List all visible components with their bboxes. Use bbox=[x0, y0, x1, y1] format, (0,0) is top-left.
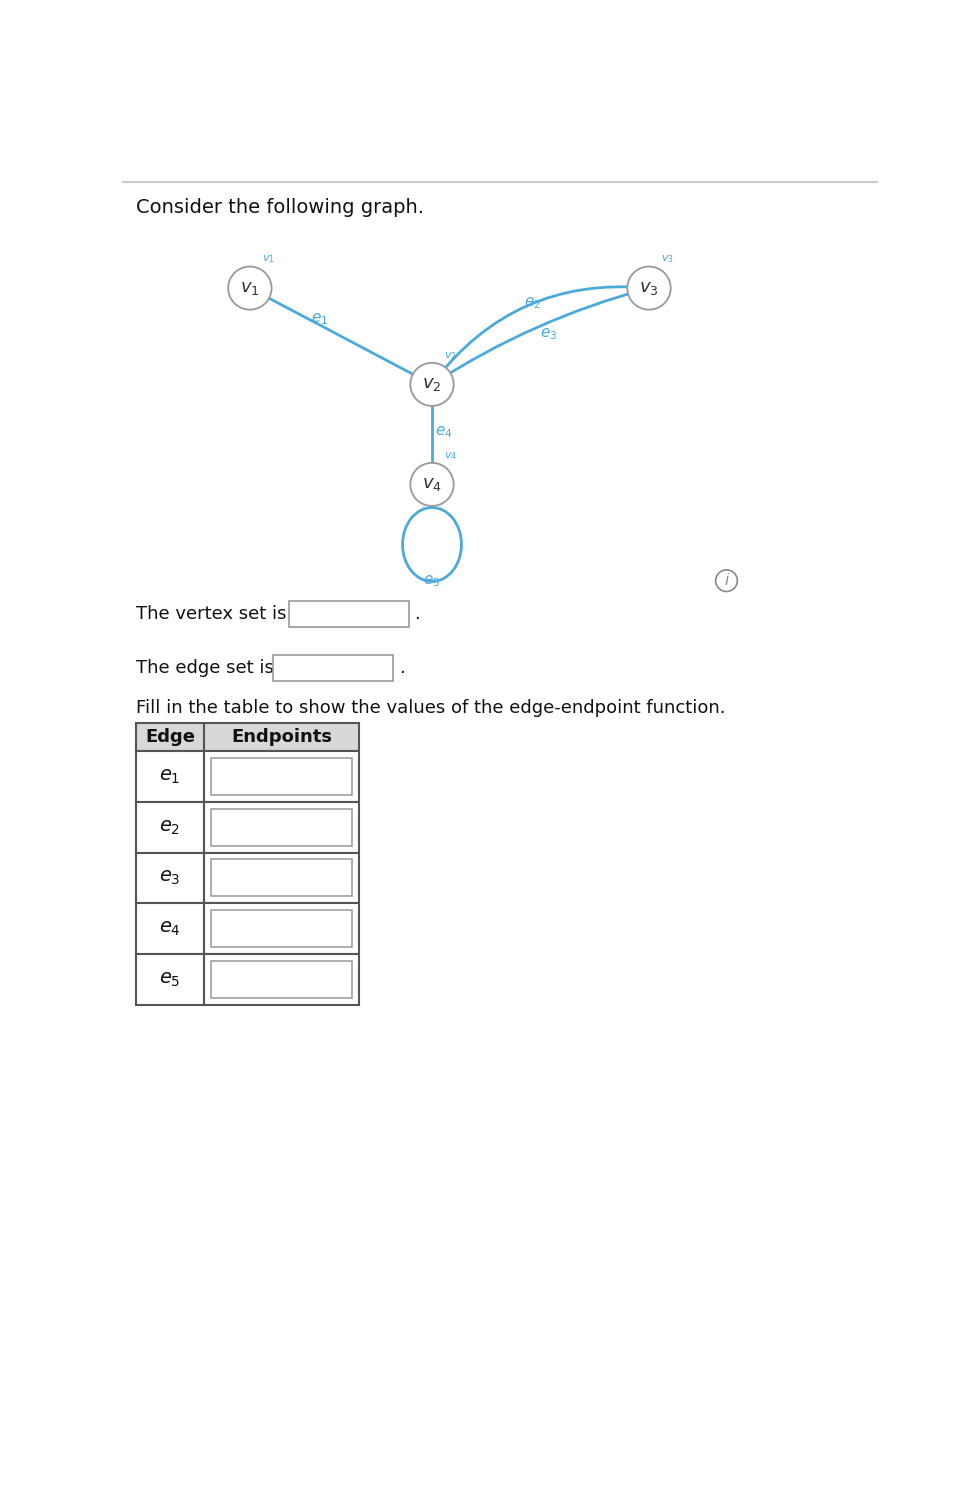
Text: $v_1$: $v_1$ bbox=[240, 280, 260, 298]
FancyBboxPatch shape bbox=[289, 601, 409, 627]
Text: $e_1$: $e_1$ bbox=[159, 767, 181, 785]
Text: $e_4$: $e_4$ bbox=[435, 425, 452, 440]
FancyBboxPatch shape bbox=[136, 904, 204, 954]
FancyBboxPatch shape bbox=[136, 751, 204, 802]
FancyBboxPatch shape bbox=[273, 655, 393, 681]
FancyBboxPatch shape bbox=[204, 723, 359, 751]
Text: $v_4$: $v_4$ bbox=[444, 450, 457, 462]
Text: The edge set is: The edge set is bbox=[136, 658, 274, 676]
Text: .: . bbox=[414, 604, 420, 622]
Text: The vertex set is: The vertex set is bbox=[136, 604, 286, 622]
Text: Fill in the table to show the values of the edge-endpoint function.: Fill in the table to show the values of … bbox=[136, 699, 725, 717]
FancyBboxPatch shape bbox=[211, 809, 352, 845]
Circle shape bbox=[628, 266, 671, 310]
FancyBboxPatch shape bbox=[136, 954, 204, 1005]
FancyBboxPatch shape bbox=[211, 960, 352, 998]
FancyBboxPatch shape bbox=[204, 751, 359, 802]
FancyBboxPatch shape bbox=[204, 904, 359, 954]
Text: $e_2$: $e_2$ bbox=[159, 818, 181, 836]
Text: $e_3$: $e_3$ bbox=[159, 868, 181, 887]
Text: $v_1$: $v_1$ bbox=[262, 254, 274, 265]
Circle shape bbox=[228, 266, 271, 310]
FancyBboxPatch shape bbox=[211, 859, 352, 896]
Circle shape bbox=[715, 570, 737, 591]
FancyBboxPatch shape bbox=[204, 853, 359, 904]
FancyBboxPatch shape bbox=[136, 853, 204, 904]
Text: $e_2$: $e_2$ bbox=[524, 296, 542, 311]
Circle shape bbox=[410, 462, 454, 506]
Text: Edge: Edge bbox=[145, 729, 195, 747]
Text: $v_3$: $v_3$ bbox=[639, 280, 659, 298]
FancyBboxPatch shape bbox=[136, 723, 204, 751]
FancyBboxPatch shape bbox=[204, 954, 359, 1005]
Text: $e_5$: $e_5$ bbox=[424, 573, 440, 588]
FancyArrowPatch shape bbox=[434, 289, 646, 383]
Text: $e_5$: $e_5$ bbox=[159, 969, 181, 989]
Text: Endpoints: Endpoints bbox=[231, 729, 332, 747]
Text: i: i bbox=[724, 573, 729, 588]
Text: Consider the following graph.: Consider the following graph. bbox=[136, 197, 424, 217]
FancyBboxPatch shape bbox=[136, 802, 204, 853]
Text: $v_2$: $v_2$ bbox=[444, 350, 457, 362]
Text: $e_4$: $e_4$ bbox=[159, 919, 181, 938]
FancyBboxPatch shape bbox=[211, 910, 352, 947]
Text: $v_4$: $v_4$ bbox=[422, 476, 442, 494]
FancyArrowPatch shape bbox=[433, 287, 646, 381]
Text: $v_2$: $v_2$ bbox=[423, 375, 442, 393]
Text: $e_1$: $e_1$ bbox=[311, 311, 328, 326]
Text: $v_3$: $v_3$ bbox=[661, 254, 673, 265]
FancyBboxPatch shape bbox=[211, 758, 352, 794]
Text: .: . bbox=[398, 658, 404, 676]
Circle shape bbox=[410, 364, 454, 405]
FancyBboxPatch shape bbox=[204, 802, 359, 853]
Text: $e_3$: $e_3$ bbox=[540, 326, 557, 343]
